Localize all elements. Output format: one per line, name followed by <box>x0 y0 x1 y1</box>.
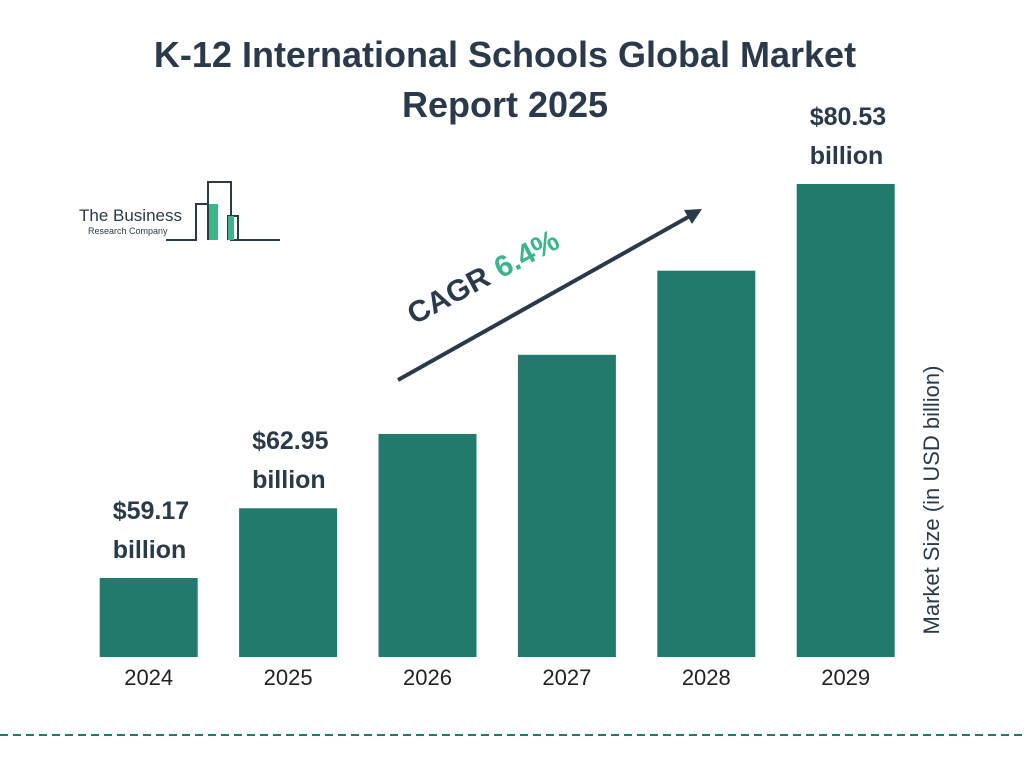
x-tick-label: 2028 <box>681 665 731 690</box>
x-tick-label: 2025 <box>263 665 313 690</box>
x-tick-label: 2026 <box>403 665 452 690</box>
bar <box>239 508 338 657</box>
value-label: $59.17 billion <box>112 497 190 564</box>
chart-title: K-12 International Schools Global Market… <box>153 34 857 125</box>
value-label: $62.95 billion <box>252 427 329 495</box>
bar <box>657 270 756 657</box>
y-axis-label: Market Size (in USD billion) <box>919 365 944 635</box>
bar <box>378 433 477 657</box>
logo-text: Research Company <box>88 226 168 236</box>
value-label: $80.53 billion <box>809 103 887 170</box>
x-tick-label: 2027 <box>542 665 592 690</box>
bar <box>99 578 198 657</box>
x-tick-label: 2024 <box>124 665 174 690</box>
bar <box>517 354 616 657</box>
logo-icon <box>166 181 280 241</box>
x-tick-label: 2029 <box>821 665 871 690</box>
cagr-arrow <box>397 209 702 382</box>
logo-text: The Business <box>79 206 182 225</box>
bar <box>796 184 895 657</box>
